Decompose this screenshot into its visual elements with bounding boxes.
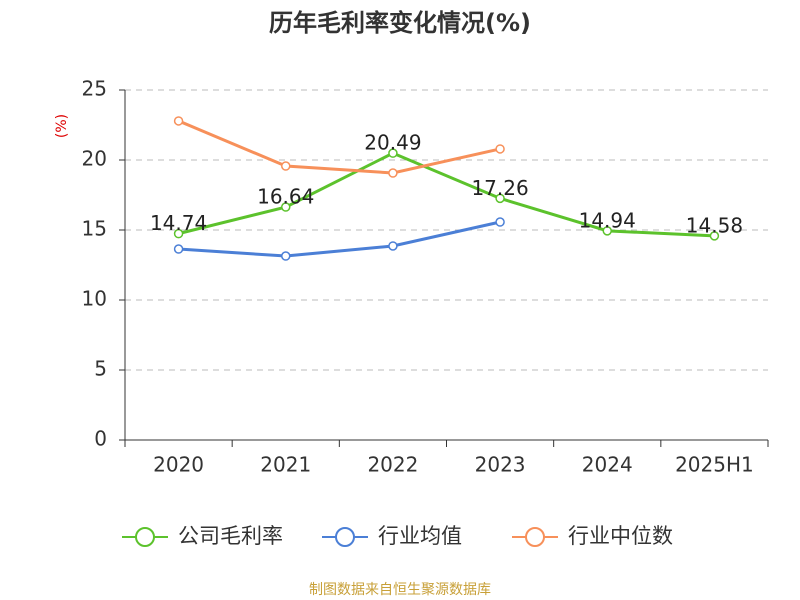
series-line: [178, 220, 501, 258]
x-tick-label: 2025H1: [675, 453, 754, 477]
point: [388, 148, 398, 158]
data-label: 17.26: [471, 176, 528, 200]
legend-marker: [335, 527, 355, 547]
series-line: [178, 119, 501, 175]
point: [173, 244, 184, 254]
point: [602, 226, 612, 236]
point: [173, 228, 184, 239]
point: [709, 231, 720, 241]
series-line: [178, 151, 715, 238]
point: [495, 217, 505, 227]
data-label: 16.64: [257, 185, 314, 209]
x-tick-label: 2024: [582, 453, 633, 477]
legend-marker: [525, 527, 545, 547]
x-tick-label: 2020: [153, 453, 204, 477]
legend-label: 行业中位数: [568, 524, 673, 548]
data-label: 14.74: [150, 211, 207, 235]
legend-marker: [135, 527, 155, 547]
point: [281, 251, 291, 261]
chart-title: 历年毛利率变化情况(%): [269, 9, 531, 37]
point: [173, 116, 184, 126]
y-tick-label: 25: [82, 77, 107, 101]
x-tick-label: 2022: [367, 453, 418, 477]
y-tick-label: 15: [82, 217, 107, 241]
x-tick-label: 2021: [260, 453, 311, 477]
y-tick-label: 10: [82, 287, 107, 311]
x-tick-label: 2023: [475, 453, 526, 477]
y-tick-label: 20: [82, 147, 107, 171]
legend-label: 行业均值: [378, 524, 462, 548]
point: [388, 168, 398, 178]
data-label: 14.94: [579, 208, 636, 232]
point: [495, 144, 505, 154]
y-axis-label: (%): [54, 114, 70, 138]
legend-label: 公司毛利率: [178, 524, 283, 548]
point: [495, 193, 505, 204]
source-note: 制图数据来自恒生聚源数据库: [309, 582, 491, 598]
point: [281, 161, 291, 171]
data-label: 20.49: [364, 131, 421, 155]
y-tick-label: 0: [94, 427, 107, 451]
point: [281, 202, 291, 212]
y-tick-label: 5: [94, 357, 107, 381]
data-label: 14.58: [686, 213, 743, 237]
point: [388, 241, 398, 251]
